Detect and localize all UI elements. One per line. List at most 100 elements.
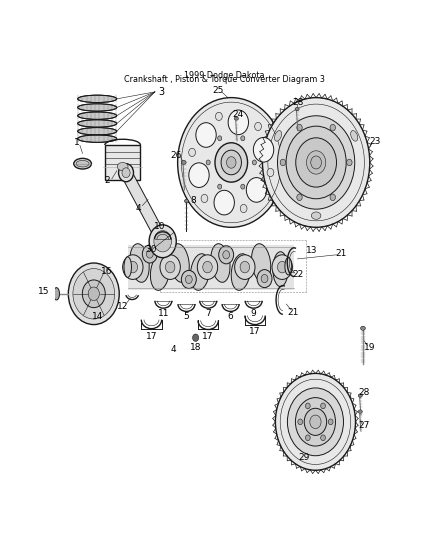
Circle shape <box>240 261 250 273</box>
Circle shape <box>119 164 134 182</box>
Circle shape <box>193 334 199 342</box>
Circle shape <box>280 159 286 166</box>
Ellipse shape <box>184 199 188 203</box>
Circle shape <box>215 112 222 120</box>
Text: 8: 8 <box>191 196 196 205</box>
Circle shape <box>203 261 212 273</box>
Circle shape <box>257 270 272 288</box>
Ellipse shape <box>358 394 362 397</box>
Circle shape <box>287 388 343 456</box>
Circle shape <box>240 205 247 213</box>
Circle shape <box>241 136 245 141</box>
Circle shape <box>307 151 326 174</box>
Circle shape <box>310 415 321 429</box>
Circle shape <box>311 156 321 169</box>
Circle shape <box>189 148 195 157</box>
Text: 28: 28 <box>293 98 304 107</box>
Circle shape <box>328 419 333 425</box>
Text: 6: 6 <box>228 312 233 321</box>
Circle shape <box>262 98 370 227</box>
Text: 3: 3 <box>158 87 164 97</box>
Text: 29: 29 <box>299 453 310 462</box>
Circle shape <box>321 403 325 409</box>
Circle shape <box>297 194 302 200</box>
Circle shape <box>219 246 233 264</box>
Text: 17: 17 <box>146 332 157 341</box>
Text: 22: 22 <box>293 270 304 279</box>
Circle shape <box>286 126 346 199</box>
Circle shape <box>228 110 248 135</box>
Circle shape <box>277 261 287 273</box>
Circle shape <box>296 138 336 187</box>
Ellipse shape <box>275 131 282 141</box>
Ellipse shape <box>273 252 288 287</box>
Ellipse shape <box>78 120 117 127</box>
Ellipse shape <box>295 108 299 111</box>
Circle shape <box>189 163 209 188</box>
Ellipse shape <box>78 127 117 135</box>
Ellipse shape <box>360 326 365 330</box>
Circle shape <box>254 123 261 131</box>
Ellipse shape <box>74 158 92 169</box>
Text: 7: 7 <box>205 309 211 318</box>
FancyBboxPatch shape <box>105 145 141 180</box>
Circle shape <box>122 168 130 177</box>
Circle shape <box>295 398 336 446</box>
Text: 30: 30 <box>146 245 157 254</box>
Circle shape <box>201 195 208 203</box>
Ellipse shape <box>358 410 362 413</box>
Ellipse shape <box>78 112 117 119</box>
Circle shape <box>128 261 138 273</box>
Circle shape <box>304 408 327 435</box>
Circle shape <box>82 280 105 308</box>
Text: 26: 26 <box>170 150 182 159</box>
Circle shape <box>185 276 192 284</box>
Text: 16: 16 <box>101 266 113 276</box>
Text: 12: 12 <box>117 302 128 311</box>
Text: 19: 19 <box>364 343 375 352</box>
Text: 27: 27 <box>359 422 370 431</box>
Text: 11: 11 <box>158 309 169 318</box>
Text: 2: 2 <box>105 176 110 185</box>
Circle shape <box>253 138 274 162</box>
Text: 4: 4 <box>171 345 177 354</box>
Circle shape <box>305 403 310 409</box>
Text: 17: 17 <box>202 333 214 341</box>
Circle shape <box>261 274 268 282</box>
Text: 14: 14 <box>92 312 103 321</box>
Circle shape <box>166 261 175 273</box>
Circle shape <box>272 255 293 279</box>
Circle shape <box>196 123 216 147</box>
Polygon shape <box>121 169 167 245</box>
Text: 17: 17 <box>249 327 261 336</box>
Ellipse shape <box>181 160 186 165</box>
Circle shape <box>215 143 247 182</box>
Polygon shape <box>128 245 294 290</box>
Ellipse shape <box>78 95 117 102</box>
Circle shape <box>305 435 310 441</box>
Circle shape <box>146 250 153 258</box>
Circle shape <box>123 255 143 279</box>
Circle shape <box>197 255 218 279</box>
Circle shape <box>88 287 99 301</box>
Text: 25: 25 <box>212 86 223 95</box>
Circle shape <box>321 435 325 441</box>
Ellipse shape <box>130 244 149 282</box>
Circle shape <box>276 374 356 470</box>
Ellipse shape <box>351 131 358 141</box>
Ellipse shape <box>211 244 230 282</box>
Circle shape <box>330 124 336 131</box>
Circle shape <box>241 184 245 189</box>
Circle shape <box>226 157 236 168</box>
Ellipse shape <box>124 257 131 277</box>
Circle shape <box>73 269 115 319</box>
Text: 4: 4 <box>135 204 141 213</box>
Ellipse shape <box>76 160 89 167</box>
Text: 21: 21 <box>287 308 299 317</box>
Text: 15: 15 <box>38 287 49 296</box>
Ellipse shape <box>311 212 321 219</box>
Circle shape <box>297 124 302 131</box>
Text: 1999 Dodge Dakota: 1999 Dodge Dakota <box>184 70 265 79</box>
Circle shape <box>223 251 230 259</box>
Text: 9: 9 <box>251 309 257 318</box>
